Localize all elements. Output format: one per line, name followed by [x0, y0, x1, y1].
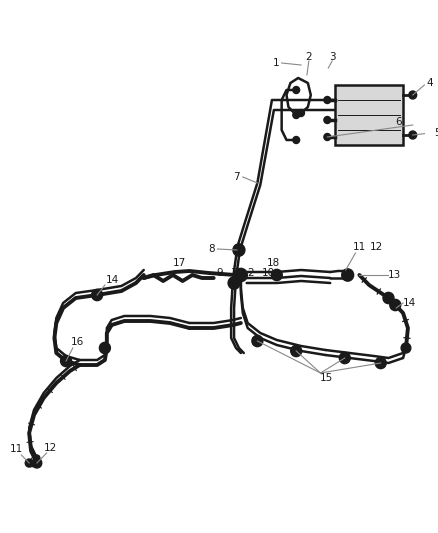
- Circle shape: [298, 109, 304, 117]
- Text: 15: 15: [320, 373, 333, 383]
- Text: 1: 1: [272, 58, 279, 68]
- Text: 6: 6: [395, 117, 402, 127]
- Circle shape: [272, 270, 282, 280]
- Circle shape: [343, 270, 353, 280]
- Circle shape: [293, 136, 300, 143]
- Text: 8: 8: [208, 244, 215, 254]
- Circle shape: [253, 336, 262, 346]
- Text: 5: 5: [434, 128, 438, 138]
- Circle shape: [235, 269, 247, 281]
- Text: 16: 16: [71, 337, 85, 347]
- Circle shape: [229, 278, 239, 288]
- Circle shape: [233, 245, 244, 255]
- Circle shape: [32, 458, 42, 468]
- Text: 11: 11: [353, 242, 366, 252]
- Circle shape: [324, 133, 331, 141]
- Circle shape: [100, 343, 110, 353]
- Circle shape: [409, 131, 417, 139]
- Circle shape: [293, 111, 300, 118]
- Text: 12: 12: [370, 242, 383, 252]
- Text: 2: 2: [306, 52, 312, 62]
- Text: 11: 11: [10, 444, 23, 454]
- Circle shape: [401, 343, 411, 353]
- Text: 14: 14: [403, 298, 417, 308]
- Text: 14: 14: [106, 275, 119, 285]
- Circle shape: [376, 358, 385, 368]
- Text: 7: 7: [233, 172, 239, 182]
- Circle shape: [34, 455, 40, 461]
- Circle shape: [384, 293, 393, 303]
- Text: 17: 17: [173, 258, 186, 268]
- Circle shape: [324, 96, 331, 103]
- Circle shape: [293, 86, 300, 93]
- Circle shape: [291, 346, 301, 356]
- Text: 10: 10: [261, 268, 275, 278]
- Text: 9: 9: [216, 268, 223, 278]
- Text: 3: 3: [230, 268, 237, 278]
- Circle shape: [61, 356, 71, 366]
- Circle shape: [324, 117, 331, 124]
- Circle shape: [390, 300, 400, 310]
- Circle shape: [92, 290, 102, 300]
- FancyBboxPatch shape: [335, 85, 403, 145]
- Circle shape: [340, 353, 350, 363]
- Text: 3: 3: [329, 52, 336, 62]
- Text: 12: 12: [44, 443, 57, 453]
- Text: 13: 13: [388, 270, 401, 280]
- Text: 18: 18: [267, 258, 280, 268]
- Text: 2: 2: [247, 268, 254, 278]
- Circle shape: [25, 459, 33, 467]
- Text: 4: 4: [427, 78, 434, 88]
- Circle shape: [409, 91, 417, 99]
